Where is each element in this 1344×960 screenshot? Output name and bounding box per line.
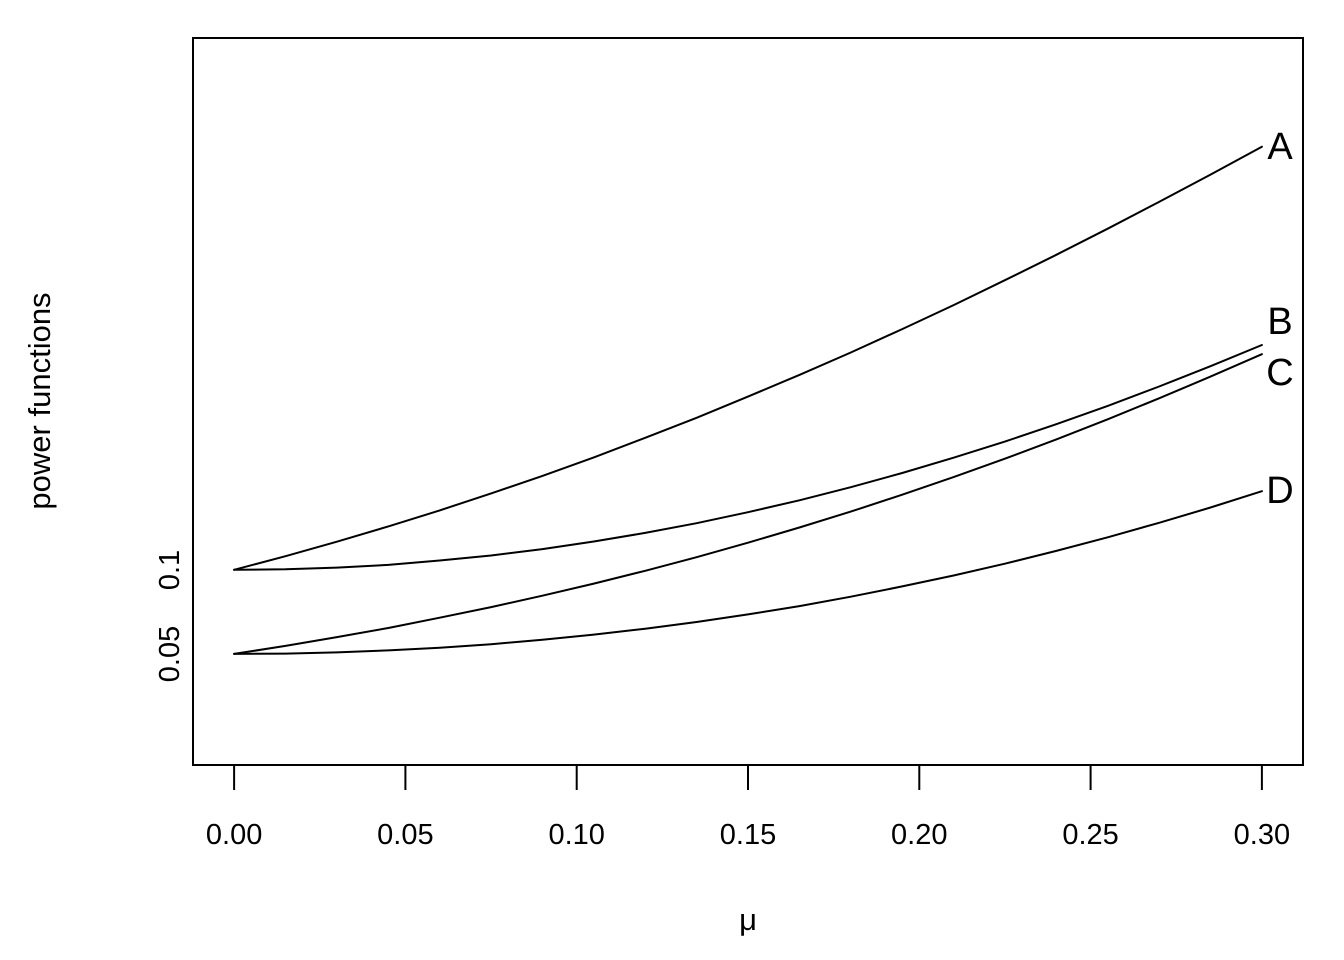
curve-D xyxy=(233,490,1263,655)
y-tick-label: 0.1 xyxy=(154,549,187,590)
curve-label-B: B xyxy=(1267,300,1293,343)
curve-label-A: A xyxy=(1267,125,1293,168)
y-axis-title: power functions xyxy=(22,292,57,510)
curve-label-D: D xyxy=(1266,470,1294,513)
curve-C xyxy=(233,353,1263,655)
x-tick-label: 0.00 xyxy=(205,819,263,851)
curve-A xyxy=(233,145,1263,571)
plot-border xyxy=(192,37,1304,766)
x-tick-label: 0.10 xyxy=(548,819,605,851)
curve-B xyxy=(233,344,1263,571)
x-tick-label: 0.25 xyxy=(1062,819,1119,851)
x-tick-label: 0.30 xyxy=(1233,819,1291,851)
curve-label-C: C xyxy=(1266,351,1294,394)
y-tick-label: 0.05 xyxy=(154,625,187,683)
x-tick-label: 0.20 xyxy=(891,819,948,851)
x-tick-label: 0.15 xyxy=(719,819,777,851)
x-axis-title: μ xyxy=(739,902,757,937)
x-tick-label: 0.05 xyxy=(377,819,434,851)
